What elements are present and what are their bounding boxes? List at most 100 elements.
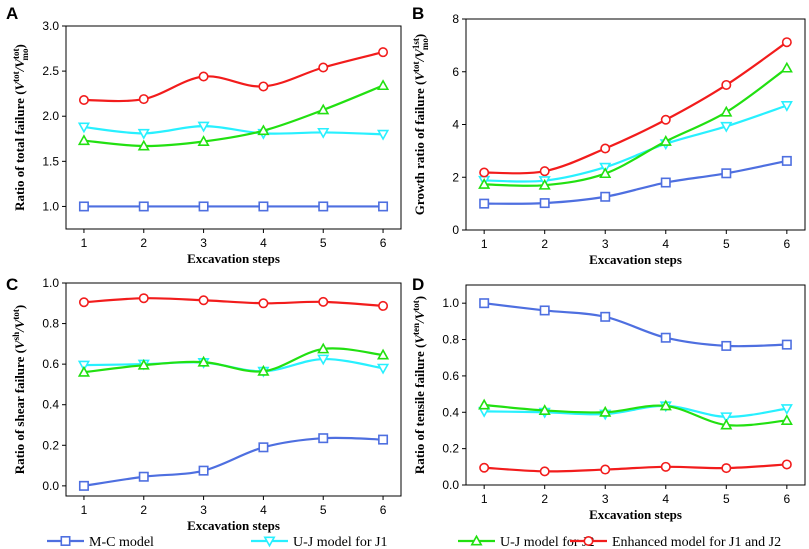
plot-frame <box>465 284 806 486</box>
data-point-mc <box>198 201 209 212</box>
data-point-enh <box>198 71 209 82</box>
data-point-mc <box>378 434 389 445</box>
data-point-j2 <box>77 365 91 377</box>
legend-marker-enh <box>583 535 594 546</box>
data-point-enh <box>378 300 389 311</box>
y-axis-label: Ratio of tensile failure (Vten/Vtot) <box>411 296 427 474</box>
x-tick-label: 4 <box>662 492 669 506</box>
data-point-j1 <box>780 101 793 112</box>
data-point-j2 <box>599 405 612 417</box>
data-point-j2 <box>599 167 612 179</box>
series-line-mc <box>83 436 384 487</box>
y-tick-label: 0.2 <box>42 438 59 452</box>
data-point-enh <box>138 293 149 304</box>
data-point-mc <box>721 340 732 351</box>
data-point-j1 <box>376 363 390 375</box>
data-point-j1 <box>77 122 91 134</box>
data-point-mc <box>539 198 550 209</box>
data-point-mc <box>198 465 209 476</box>
data-point-enh <box>479 167 490 178</box>
data-point-j1 <box>780 404 793 415</box>
data-point-enh <box>660 461 671 472</box>
y-axis-label: Ratio of total failure (Vtot/Vtotmo) <box>11 44 30 211</box>
x-tick-label: 2 <box>541 237 548 251</box>
data-point-j2 <box>137 139 150 151</box>
data-point-j1 <box>376 129 390 141</box>
data-point-j2 <box>257 124 270 136</box>
data-point-enh <box>600 464 611 475</box>
x-tick-label: 3 <box>602 492 609 506</box>
data-point-mc <box>539 305 550 316</box>
y-tick-label: 0 <box>452 223 459 237</box>
data-point-mc <box>138 201 149 212</box>
series-line-j1 <box>484 404 787 418</box>
data-point-enh <box>721 463 732 474</box>
x-tick-label: 3 <box>602 237 609 251</box>
data-point-j1 <box>317 127 330 139</box>
data-point-enh <box>539 466 550 477</box>
series-line-enh <box>83 51 384 103</box>
series-line-enh <box>484 463 787 473</box>
data-point-enh <box>378 47 389 58</box>
data-point-j2 <box>376 348 390 360</box>
x-tick-label: 4 <box>662 237 669 251</box>
y-tick-label: 1.0 <box>42 199 59 213</box>
data-point-mc <box>660 332 671 343</box>
x-tick-label: 6 <box>783 492 790 506</box>
data-point-enh <box>318 62 329 73</box>
data-point-mc <box>721 168 732 179</box>
data-point-j2 <box>77 134 91 146</box>
data-point-enh <box>78 94 89 105</box>
plot-frame <box>65 25 402 230</box>
data-point-enh <box>198 295 209 306</box>
data-point-j1 <box>137 128 150 140</box>
x-tick-label: 2 <box>541 492 548 506</box>
x-tick-label: 5 <box>320 503 327 517</box>
y-tick-label: 2.0 <box>42 109 59 123</box>
data-point-mc <box>378 201 389 212</box>
legend-label-j2: U-J model for J2 <box>500 535 595 549</box>
x-tick-label: 6 <box>380 503 387 517</box>
data-point-mc <box>78 480 89 491</box>
data-point-j2 <box>780 414 793 425</box>
panel-label: C <box>6 275 18 294</box>
y-tick-label: 4 <box>452 118 459 132</box>
data-point-j2 <box>317 103 330 115</box>
data-point-j2 <box>197 355 210 367</box>
data-point-j2 <box>137 358 150 370</box>
y-tick-label: 0.2 <box>442 442 459 456</box>
data-point-mc <box>660 177 671 188</box>
y-tick-label: 2.5 <box>42 64 59 78</box>
series-line-mc <box>484 159 788 205</box>
data-point-enh <box>781 459 792 470</box>
series-line-j1 <box>83 357 384 373</box>
data-point-j1 <box>317 354 330 366</box>
series-line-j2 <box>83 347 384 374</box>
x-tick-label: 2 <box>140 236 147 250</box>
y-tick-label: 8 <box>452 12 459 26</box>
data-point-mc <box>600 191 611 202</box>
data-point-enh <box>318 296 329 307</box>
y-tick-label: 0.4 <box>442 405 459 419</box>
legend-marker-mc <box>60 535 71 546</box>
data-point-mc <box>479 298 490 309</box>
data-point-j2 <box>720 418 733 430</box>
y-tick-label: 0.6 <box>42 357 59 371</box>
x-axis-label: Excavation steps <box>589 507 682 522</box>
data-point-mc <box>600 311 611 322</box>
data-point-mc <box>258 201 269 212</box>
legend-label-enh: Enhanced model for J1 and J2 <box>612 535 781 549</box>
x-tick-label: 5 <box>320 236 327 250</box>
data-point-j1 <box>77 360 91 372</box>
y-axis-label: Growth ratio of failure (Vtot/V1stmo) <box>411 34 430 215</box>
legend-marker-j1 <box>263 536 276 548</box>
data-point-enh <box>660 114 671 125</box>
data-point-j2 <box>780 61 793 73</box>
panel-label: D <box>412 275 424 294</box>
data-point-enh <box>258 298 269 309</box>
x-tick-label: 5 <box>723 237 730 251</box>
series-line-mc <box>484 302 787 348</box>
data-point-mc <box>258 442 269 453</box>
data-point-j2 <box>197 135 210 146</box>
